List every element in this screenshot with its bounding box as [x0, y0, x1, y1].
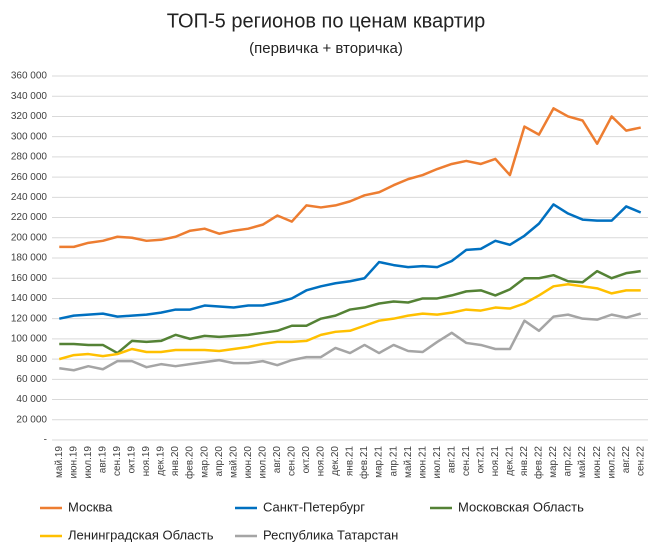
x-tick-label: авг.22 — [621, 446, 632, 474]
x-tick-label: июн.21 — [417, 446, 428, 479]
y-tick-label: 100 000 — [11, 334, 48, 345]
legend-label: Санкт-Петербург — [263, 499, 365, 514]
x-tick-label: июл.22 — [606, 446, 617, 479]
x-tick-label: мар.21 — [374, 446, 385, 478]
y-tick-label: 280 000 — [11, 152, 48, 163]
x-tick-label: фев.21 — [358, 446, 370, 479]
legend-label: Москва — [68, 499, 113, 514]
y-tick-label: 140 000 — [11, 293, 48, 304]
y-tick-label: 260 000 — [11, 172, 48, 183]
x-tick-label: май.19 — [54, 446, 65, 478]
x-tick-label: мар.22 — [548, 446, 559, 478]
x-tick-label: дек.21 — [505, 446, 516, 476]
x-tick-label: сен.19 — [112, 446, 123, 476]
x-tick-label: сен.22 — [635, 446, 646, 476]
y-tick-label: 300 000 — [11, 131, 48, 142]
x-tick-label: ноя.21 — [490, 446, 501, 477]
y-tick-label: 80 000 — [16, 354, 47, 365]
series-line — [58, 283, 641, 361]
y-tick-label: - — [44, 435, 47, 446]
x-tick-label: сен.21 — [461, 446, 472, 476]
legend-label: Республика Татарстан — [263, 527, 398, 542]
legend-label: Ленинградская Область — [68, 527, 214, 542]
x-tick-label: апр.21 — [388, 446, 399, 477]
x-tick-label: ноя.20 — [316, 446, 327, 477]
x-tick-label: дек.20 — [330, 446, 341, 476]
series-line — [59, 312, 642, 372]
x-tick-label: янв.21 — [345, 446, 356, 477]
x-tick-label: ноя.19 — [141, 446, 152, 477]
legend-label: Московская Область — [458, 499, 584, 514]
y-tick-label: 340 000 — [11, 91, 48, 102]
x-tick-label: фев.20 — [184, 446, 196, 479]
series-line — [59, 269, 641, 355]
x-tick-label: май.21 — [403, 446, 414, 478]
x-tick-label: янв.22 — [519, 446, 530, 477]
x-tick-label: июн.20 — [243, 446, 254, 479]
x-tick-label: июн.19 — [68, 446, 79, 479]
y-tick-label: 40 000 — [16, 394, 47, 405]
x-tick-label: июл.20 — [257, 446, 268, 479]
x-tick-label: май.22 — [577, 446, 588, 478]
x-tick-label: окт.20 — [301, 446, 312, 474]
y-tick-label: 60 000 — [16, 374, 47, 385]
y-tick-label: 180 000 — [11, 253, 48, 264]
x-tick-label: авг.19 — [98, 446, 109, 474]
x-tick-label: окт.21 — [475, 446, 486, 474]
x-tick-label: мар.20 — [199, 446, 210, 478]
y-tick-label: 360 000 — [11, 71, 48, 82]
y-tick-label: 160 000 — [11, 273, 48, 284]
x-tick-label: авг.21 — [446, 446, 457, 474]
series-line — [59, 107, 641, 249]
x-tick-label: окт.19 — [127, 446, 138, 474]
x-tick-label: июн.22 — [592, 446, 603, 479]
x-tick-label: янв.20 — [170, 446, 181, 477]
chart-subtitle: (первичка + вторичка) — [249, 40, 403, 57]
x-tick-label: июл.19 — [83, 446, 94, 479]
y-tick-label: 200 000 — [11, 232, 48, 243]
x-tick-label: апр.20 — [214, 446, 225, 477]
y-tick-label: 220 000 — [11, 212, 48, 223]
x-tick-label: дек.19 — [156, 446, 167, 476]
y-tick-label: 20 000 — [16, 414, 47, 425]
x-tick-label: июл.21 — [432, 446, 443, 479]
x-tick-label: май.20 — [228, 446, 239, 478]
y-tick-label: 120 000 — [11, 313, 48, 324]
x-tick-label: авг.20 — [272, 446, 283, 474]
series-line — [59, 203, 642, 320]
x-tick-label: апр.22 — [563, 446, 574, 477]
y-tick-label: 320 000 — [11, 111, 48, 122]
y-tick-label: 240 000 — [11, 192, 48, 203]
x-tick-label: сен.20 — [286, 446, 297, 476]
x-tick-label: фев.22 — [533, 446, 545, 479]
chart-title: ТОП-5 регионов по ценам квартир — [167, 10, 486, 32]
